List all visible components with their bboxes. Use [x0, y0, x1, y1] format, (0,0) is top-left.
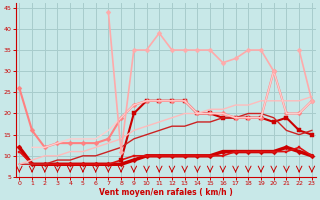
X-axis label: Vent moyen/en rafales ( km/h ): Vent moyen/en rafales ( km/h ): [99, 188, 232, 197]
